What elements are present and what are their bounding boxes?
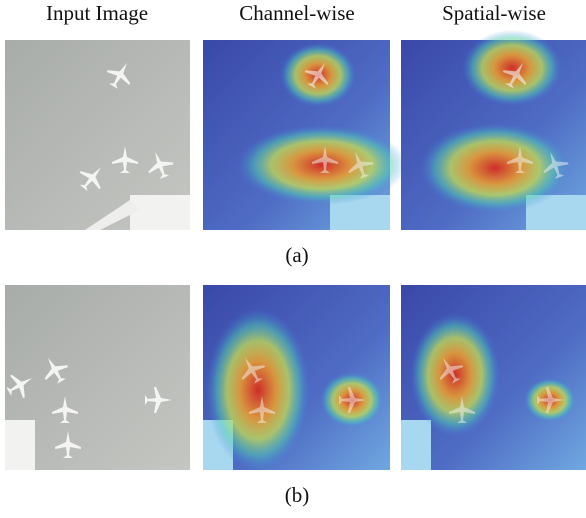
row-a: (a) <box>5 30 586 267</box>
input-image <box>2 285 190 470</box>
row-b: (b) <box>2 285 586 507</box>
figure: Input Image Channel-wise Spatial-wise <box>0 0 586 518</box>
channel-heatmap <box>203 285 390 472</box>
input-image <box>5 40 190 230</box>
channel-heatmap <box>203 40 407 230</box>
row-label: (a) <box>285 243 308 267</box>
column-title: Input Image <box>46 1 148 25</box>
column-headers: Input Image Channel-wise Spatial-wise <box>46 1 546 25</box>
column-title: Spatial-wise <box>442 1 546 25</box>
column-title: Channel-wise <box>239 1 354 25</box>
spatial-heatmap <box>401 285 586 470</box>
row-label: (b) <box>285 483 310 507</box>
spatial-heatmap <box>401 30 586 230</box>
